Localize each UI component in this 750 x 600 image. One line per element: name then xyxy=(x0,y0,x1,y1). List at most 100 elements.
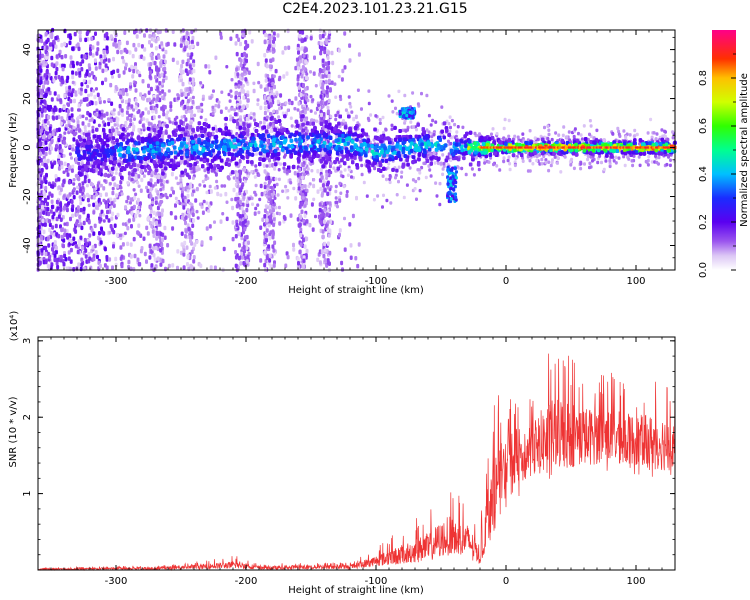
spectrogram-cell xyxy=(179,178,183,182)
spectrogram-cell xyxy=(43,162,47,168)
spectrogram-cell xyxy=(46,236,50,242)
spectrogram-cell xyxy=(160,175,164,180)
spectrogram-cell xyxy=(127,259,131,265)
spectrogram-cell xyxy=(110,101,114,106)
spectrogram-cell xyxy=(105,111,109,117)
spectrogram-cell xyxy=(117,111,121,116)
spectrogram-cell xyxy=(411,91,415,95)
spectrogram-cell xyxy=(224,122,228,127)
spectrogram-cell xyxy=(61,66,65,72)
spectrogram-cell xyxy=(294,65,298,71)
spectrogram-cell xyxy=(49,46,53,51)
spectrogram-cell xyxy=(300,175,304,180)
spectrogram-cell xyxy=(334,200,338,205)
spectrogram-cell xyxy=(134,105,138,110)
spectrogram-cell xyxy=(119,245,123,250)
spectrogram-cell xyxy=(198,133,202,138)
spectrogram-cell xyxy=(71,213,75,218)
spectrogram-cell xyxy=(411,125,415,129)
spectrogram-cell xyxy=(184,117,188,122)
spectrogram-cell xyxy=(269,128,273,134)
spectrogram-cell xyxy=(162,111,166,117)
spectrogram-cell xyxy=(192,255,196,260)
spectrogram-cell xyxy=(337,48,341,53)
spectrogram-cell xyxy=(55,115,59,120)
spectrogram-cell xyxy=(598,154,602,158)
spectrogram-cell xyxy=(326,105,330,110)
spectrogram-cell xyxy=(341,121,345,126)
spectrogram-cell xyxy=(140,44,144,49)
spectrogram-cell xyxy=(137,163,140,168)
spectrogram-cell xyxy=(62,262,66,267)
spectrogram-cell xyxy=(278,106,281,111)
spectrogram-cell xyxy=(243,262,247,267)
spectrogram-cell xyxy=(163,92,167,97)
spectrogram-cell xyxy=(343,247,347,252)
spectrogram-cell xyxy=(55,144,58,149)
spectrogram-cell xyxy=(268,253,272,258)
spectrogram-cell xyxy=(145,185,149,190)
spectrogram-cell xyxy=(105,255,109,260)
spectrogram-cell xyxy=(68,266,72,272)
spectrogram-cell xyxy=(72,178,76,182)
spectrogram-cell xyxy=(77,176,81,182)
spectrogram-cell xyxy=(65,86,69,91)
spectrogram-cell xyxy=(309,94,313,99)
spectrogram-cell xyxy=(76,205,80,210)
spectrogram-cell xyxy=(43,222,47,227)
spectrogram-cell xyxy=(184,92,188,97)
spectrogram-cell xyxy=(156,96,160,102)
spectrogram-cell xyxy=(224,191,228,197)
spectrogram-cell xyxy=(159,63,163,68)
spectrogram-cell xyxy=(66,102,70,106)
spectrogram-cell xyxy=(157,194,161,200)
spectrogram-cell xyxy=(427,113,431,118)
spectrogram-cell xyxy=(59,224,62,229)
spectrogram-cell xyxy=(176,96,180,101)
spectrogram-cell xyxy=(268,235,272,241)
spectrogram-cell xyxy=(75,190,79,195)
spectrogram-cell xyxy=(232,176,236,180)
spectrogram-cell xyxy=(442,135,446,140)
spectrogram-cell xyxy=(395,193,399,197)
spectrogram-cell xyxy=(192,170,196,174)
spectrogram-cell xyxy=(62,194,66,198)
spectrogram-cell xyxy=(268,163,272,168)
spectrogram-cell xyxy=(166,110,170,114)
spectrogram-cell xyxy=(77,67,81,72)
spectrogram-cell xyxy=(241,255,245,260)
spectrogram-cell xyxy=(225,200,229,204)
spectrogram-cell xyxy=(101,80,104,86)
spectrogram-cell xyxy=(111,265,114,270)
spectrogram-cell xyxy=(325,172,329,177)
spectrogram-cell xyxy=(42,59,46,65)
spectrogram-cell xyxy=(147,90,151,95)
spectrogram-cell xyxy=(58,49,62,55)
spectrogram-cell xyxy=(132,69,136,74)
spectrogram-cell xyxy=(111,128,115,133)
spectrogram-cell xyxy=(116,184,120,189)
spectrogram-cell xyxy=(297,186,301,191)
spectrogram-cell xyxy=(526,169,530,173)
spectrogram-cell xyxy=(180,115,184,119)
spectrogram-cell xyxy=(265,115,269,119)
spectrogram-cell xyxy=(157,67,161,72)
spectrogram-cell xyxy=(302,66,306,71)
spectrogram-cell xyxy=(71,70,75,75)
spectrogram-cell xyxy=(316,189,320,194)
spectrogram-cell xyxy=(82,220,86,226)
spectrogram-cell xyxy=(241,32,245,38)
spectrogram-cell xyxy=(420,91,423,96)
spectrogram-cell xyxy=(56,264,60,270)
spectrogram-cell xyxy=(205,190,209,195)
spectrogram-cell xyxy=(197,109,201,113)
spectrogram-cell xyxy=(243,68,247,74)
spectrogram-cell xyxy=(290,100,294,106)
spectrogram-cell xyxy=(528,129,532,133)
spectrogram-cell xyxy=(277,177,281,182)
spectrogram-cell xyxy=(70,199,74,204)
spectrogram-cell xyxy=(154,181,157,187)
spectrogram-cell xyxy=(242,195,246,200)
spectrogram-cell xyxy=(56,257,59,263)
spectrogram-cell xyxy=(63,136,67,141)
